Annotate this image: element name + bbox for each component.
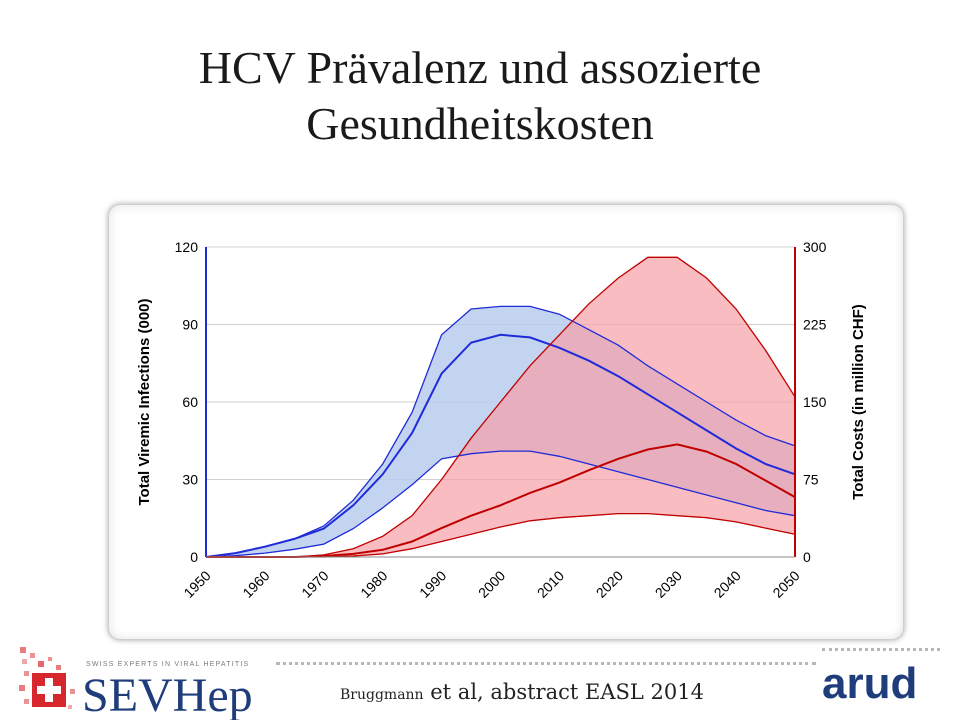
x-tick-label: 1960 [239,567,272,600]
costs-range-band [206,257,795,557]
viremic-lower-line [205,450,796,558]
left-tick-label: 90 [182,317,198,333]
arud-name: arud [822,659,917,708]
y-right-axis-title: Total Costs (in million CHF) [850,304,867,500]
sevhep-logo: SWISS EXPERTS IN VIRAL HEPATITIS SEVHep [19,647,253,720]
y-left-axis-title: Total Viremic Infections (000) [136,298,153,505]
slide-title: HCV Prävalenz und assozierte Gesundheits… [0,40,960,152]
right-tick-label: 150 [803,394,827,410]
hcv-chart: 0 30 60 90 120 0 75 150 225 300 1950 1960 1970 1980 19… [136,239,867,601]
x-tick-label: 2050 [769,567,802,600]
citation: Bruggmann et al, abstract EASL 2014 [340,680,704,704]
citation-text: et al, abstract EASL 2014 [423,680,704,704]
viremic-middle-line [205,333,796,558]
dotted-divider-right [822,648,940,654]
left-tick-label: 30 [182,472,198,488]
right-tick-label: 300 [803,239,827,255]
x-tick-label: 2000 [475,567,508,600]
swiss-cross-icon [19,647,75,709]
x-tick-label: 1990 [416,567,449,600]
x-tick-label: 1950 [180,567,213,600]
arud-logo: arud [822,659,917,708]
left-tick-label: 120 [175,239,199,255]
left-tick-label: 0 [190,549,198,565]
right-tick-label: 225 [803,317,827,333]
x-tick-label: 2040 [711,567,744,600]
slide-title-line-2: Gesundheitskosten [306,98,654,149]
citation-author: Bruggmann [340,687,424,703]
sevhep-name: SEVHep [82,669,253,720]
x-tick-label: 2010 [534,567,567,600]
dotted-divider-left [276,662,816,668]
slide-title-line-1: HCV Prävalenz und assozierte [198,42,762,93]
x-tick-label: 2030 [652,567,685,600]
chart-panel: 0 30 60 90 120 0 75 150 225 300 1950 1960 1970 1980 19… [108,204,904,640]
x-tick-label: 1980 [357,567,390,600]
x-tick-label: 2020 [593,567,626,600]
x-tick-label: 1970 [298,567,331,600]
sevhep-tagline: SWISS EXPERTS IN VIRAL HEPATITIS [86,661,249,668]
left-tick-label: 60 [182,394,198,410]
right-tick-label: 75 [803,472,819,488]
right-tick-label: 0 [803,549,811,565]
